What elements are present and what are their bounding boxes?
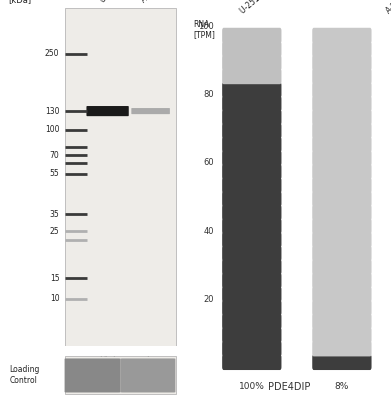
FancyBboxPatch shape	[222, 205, 282, 220]
FancyBboxPatch shape	[222, 164, 282, 180]
Text: 130: 130	[45, 106, 59, 116]
FancyBboxPatch shape	[222, 327, 282, 343]
Text: 25: 25	[50, 226, 59, 236]
Text: A-549: A-549	[140, 0, 163, 5]
FancyBboxPatch shape	[120, 358, 176, 392]
FancyBboxPatch shape	[222, 341, 282, 356]
Text: 55: 55	[50, 169, 59, 178]
FancyBboxPatch shape	[222, 286, 282, 302]
FancyBboxPatch shape	[312, 314, 371, 329]
Text: 100: 100	[45, 125, 59, 134]
Text: A-549: A-549	[385, 0, 391, 16]
FancyBboxPatch shape	[312, 218, 371, 234]
FancyBboxPatch shape	[312, 137, 371, 152]
Text: Low: Low	[146, 356, 162, 365]
FancyBboxPatch shape	[312, 69, 371, 84]
FancyBboxPatch shape	[312, 150, 371, 166]
FancyBboxPatch shape	[312, 110, 371, 125]
FancyBboxPatch shape	[222, 218, 282, 234]
FancyBboxPatch shape	[222, 259, 282, 275]
FancyBboxPatch shape	[222, 82, 282, 98]
Text: 20: 20	[204, 294, 214, 304]
Text: 80: 80	[204, 90, 214, 100]
FancyBboxPatch shape	[222, 137, 282, 152]
FancyBboxPatch shape	[312, 300, 371, 316]
FancyBboxPatch shape	[222, 300, 282, 316]
FancyBboxPatch shape	[222, 273, 282, 288]
FancyBboxPatch shape	[65, 358, 120, 392]
Text: 35: 35	[50, 210, 59, 219]
FancyBboxPatch shape	[312, 286, 371, 302]
FancyBboxPatch shape	[312, 259, 371, 275]
FancyBboxPatch shape	[65, 356, 176, 394]
FancyBboxPatch shape	[222, 28, 282, 43]
FancyBboxPatch shape	[86, 106, 129, 116]
Text: 40: 40	[204, 226, 214, 236]
FancyBboxPatch shape	[312, 246, 371, 261]
FancyBboxPatch shape	[312, 96, 371, 112]
FancyBboxPatch shape	[222, 55, 282, 70]
FancyBboxPatch shape	[312, 164, 371, 180]
Text: High: High	[100, 356, 119, 365]
Text: Loading
Control: Loading Control	[9, 365, 40, 385]
Text: 8%: 8%	[335, 382, 349, 391]
Text: PDE4DIP: PDE4DIP	[268, 382, 310, 392]
FancyBboxPatch shape	[312, 232, 371, 248]
Text: 250: 250	[45, 49, 59, 58]
Text: 15: 15	[50, 274, 59, 283]
FancyBboxPatch shape	[222, 69, 282, 84]
FancyBboxPatch shape	[312, 191, 371, 207]
FancyBboxPatch shape	[312, 41, 371, 57]
FancyBboxPatch shape	[312, 273, 371, 288]
FancyBboxPatch shape	[131, 108, 170, 114]
FancyBboxPatch shape	[222, 178, 282, 193]
FancyBboxPatch shape	[222, 41, 282, 57]
FancyBboxPatch shape	[222, 96, 282, 112]
FancyBboxPatch shape	[312, 123, 371, 139]
FancyBboxPatch shape	[312, 82, 371, 98]
Text: U-251 MG: U-251 MG	[99, 0, 133, 5]
FancyBboxPatch shape	[312, 28, 371, 43]
FancyBboxPatch shape	[312, 341, 371, 356]
FancyBboxPatch shape	[222, 191, 282, 207]
FancyBboxPatch shape	[222, 123, 282, 139]
FancyBboxPatch shape	[312, 327, 371, 343]
Text: U-251 MG: U-251 MG	[239, 0, 273, 16]
FancyBboxPatch shape	[222, 232, 282, 248]
FancyBboxPatch shape	[312, 178, 371, 193]
Text: 10: 10	[50, 294, 59, 303]
Text: 70: 70	[50, 150, 59, 160]
Text: 100%: 100%	[239, 382, 265, 391]
Text: [kDa]: [kDa]	[8, 0, 31, 5]
FancyBboxPatch shape	[222, 354, 282, 370]
FancyBboxPatch shape	[222, 110, 282, 125]
FancyBboxPatch shape	[312, 205, 371, 220]
Text: 60: 60	[204, 158, 214, 168]
Text: RNA
[TPM]: RNA [TPM]	[194, 20, 215, 39]
FancyBboxPatch shape	[65, 8, 176, 346]
FancyBboxPatch shape	[222, 150, 282, 166]
FancyBboxPatch shape	[312, 55, 371, 70]
FancyBboxPatch shape	[222, 246, 282, 261]
Text: 100: 100	[199, 22, 214, 31]
FancyBboxPatch shape	[222, 314, 282, 329]
FancyBboxPatch shape	[312, 354, 371, 370]
